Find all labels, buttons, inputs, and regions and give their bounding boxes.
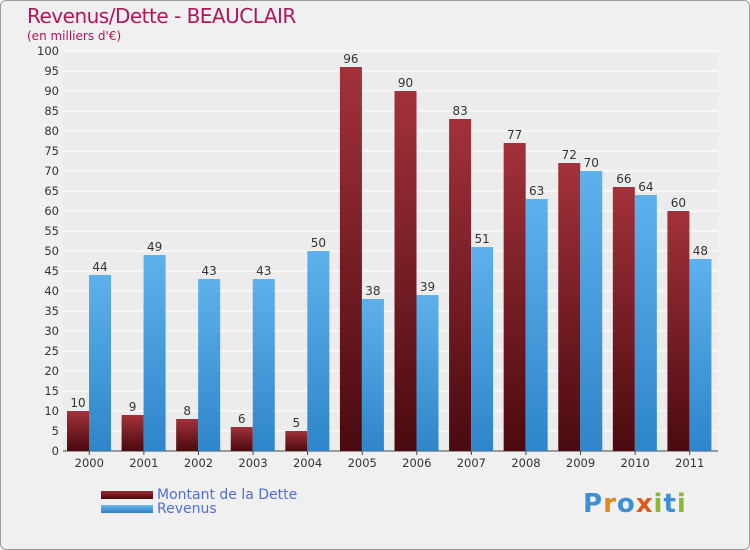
bar-debt-2005: [339, 67, 362, 451]
y-tick-label-45: 45: [44, 264, 59, 278]
bar-revenue-2000: [89, 275, 111, 451]
bar-revenue-2003: [252, 279, 275, 451]
y-tick-label-25: 25: [44, 344, 59, 358]
x-tick-label-2002: 2002: [184, 456, 213, 470]
legend-label-revenue: Revenus: [157, 501, 217, 517]
bar-debt-2008: [503, 143, 526, 451]
logo-letter: r: [603, 489, 617, 519]
bar-revenue-2006: [416, 295, 439, 451]
x-tick-label-2008: 2008: [511, 456, 540, 470]
bar-debt-2000: [67, 411, 89, 451]
data-label-revenue-2011: 48: [693, 244, 708, 258]
bar-debt-2007: [449, 119, 472, 451]
y-tick-label-95: 95: [44, 64, 59, 78]
y-tick-label-5: 5: [52, 424, 59, 438]
bar-debt-2009: [558, 163, 581, 451]
x-tick-label-2010: 2010: [620, 456, 649, 470]
bar-debt-2001: [121, 415, 144, 451]
data-label-revenue-2006: 39: [420, 280, 435, 294]
data-label-revenue-2010: 64: [638, 180, 653, 194]
data-label-debt-2007: 83: [452, 104, 467, 118]
y-tick-label-100: 100: [37, 44, 59, 58]
bar-revenue-2010: [634, 195, 657, 451]
y-tick-label-35: 35: [44, 304, 59, 318]
data-label-revenue-2009: 70: [584, 156, 599, 170]
x-tick-label-2000: 2000: [75, 456, 104, 470]
logo-letter: o: [616, 489, 636, 519]
bar-revenue-2004: [307, 251, 330, 451]
y-tick-label-20: 20: [44, 364, 59, 378]
data-label-debt-2011: 60: [671, 196, 686, 210]
legend-label-debt: Montant de la Dette: [157, 487, 298, 503]
bar-revenue-2001: [143, 255, 166, 451]
logo-letter: t: [663, 489, 677, 519]
data-label-revenue-2007: 51: [474, 232, 489, 246]
logo-letter: P: [583, 489, 604, 519]
bar-revenue-2007: [471, 247, 494, 451]
y-tick-label-10: 10: [44, 404, 59, 418]
y-tick-label-40: 40: [44, 284, 59, 298]
bar-debt-2006: [394, 91, 417, 451]
x-tick-label-2009: 2009: [566, 456, 595, 470]
bar-revenue-2011: [689, 259, 712, 451]
data-label-debt-2001: 9: [129, 400, 137, 414]
data-label-revenue-2003: 43: [256, 264, 271, 278]
data-label-revenue-2004: 50: [311, 236, 326, 250]
y-tick-label-55: 55: [44, 224, 59, 238]
data-label-debt-2003: 6: [238, 412, 246, 426]
data-label-revenue-2002: 43: [202, 264, 217, 278]
y-tick-label-70: 70: [44, 164, 59, 178]
data-label-revenue-2005: 38: [365, 284, 380, 298]
data-label-debt-2010: 66: [616, 172, 631, 186]
y-tick-label-90: 90: [44, 84, 59, 98]
chart-title: Revenus/Dette - BEAUCLAIR: [27, 4, 296, 28]
x-tick-label-2007: 2007: [457, 456, 486, 470]
x-tick-label-2003: 2003: [238, 456, 267, 470]
x-tick-label-2011: 2011: [675, 456, 704, 470]
data-label-revenue-2008: 63: [529, 184, 544, 198]
y-tick-label-15: 15: [44, 384, 59, 398]
y-tick-label-50: 50: [44, 244, 59, 258]
bar-debt-2011: [667, 211, 690, 451]
y-tick-label-85: 85: [44, 104, 59, 118]
y-tick-label-30: 30: [44, 324, 59, 338]
bar-debt-2002: [176, 419, 199, 451]
y-tick-label-80: 80: [44, 124, 59, 138]
logo-letter: i: [676, 489, 687, 519]
x-tick-label-2004: 2004: [293, 456, 322, 470]
data-label-debt-2006: 90: [398, 76, 413, 90]
bar-debt-2004: [285, 431, 308, 451]
logo-letter: x: [635, 489, 654, 519]
y-tick-label-60: 60: [44, 204, 59, 218]
x-tick-label-2005: 2005: [348, 456, 377, 470]
bar-revenue-2008: [525, 199, 548, 451]
y-tick-label-75: 75: [44, 144, 59, 158]
bar-revenue-2002: [198, 279, 221, 451]
data-label-revenue-2001: 49: [147, 240, 162, 254]
bar-debt-2010: [612, 187, 635, 451]
data-label-debt-2009: 72: [562, 148, 577, 162]
logo-letter: i: [653, 489, 664, 519]
bar-debt-2003: [230, 427, 253, 451]
bar-revenue-2009: [580, 171, 603, 451]
y-tick-label-65: 65: [44, 184, 59, 198]
data-label-debt-2008: 77: [507, 128, 522, 142]
bar-revenue-2005: [361, 299, 384, 451]
x-tick-label-2001: 2001: [129, 456, 158, 470]
chart-subtitle: (en milliers d'€): [27, 29, 122, 43]
x-tick-label-2006: 2006: [402, 456, 431, 470]
legend-swatch-debt: [101, 491, 153, 499]
data-label-debt-2004: 5: [293, 416, 301, 430]
data-label-revenue-2000: 44: [92, 260, 107, 274]
data-label-debt-2005: 96: [343, 52, 358, 66]
proxiti-logo: Proxiti: [583, 489, 687, 519]
legend-item-revenue: Revenus: [101, 501, 217, 517]
data-label-debt-2002: 8: [183, 404, 191, 418]
legend-swatch-revenue: [101, 505, 153, 513]
legend-item-debt: Montant de la Dette: [101, 487, 297, 503]
y-tick-label-0: 0: [52, 444, 59, 458]
data-label-debt-2000: 10: [70, 396, 85, 410]
